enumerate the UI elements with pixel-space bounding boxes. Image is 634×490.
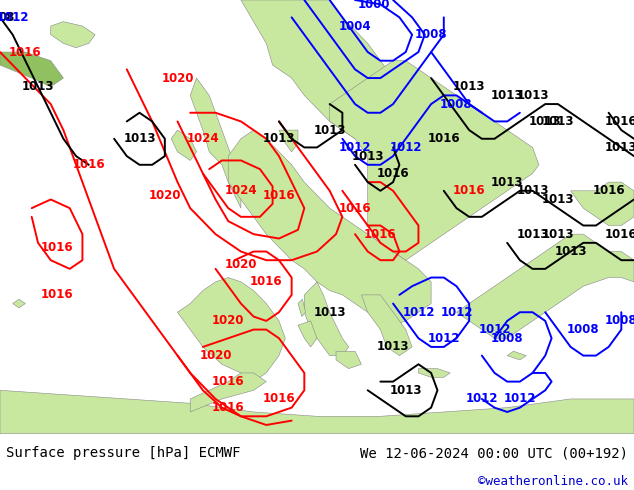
Text: 1016: 1016 <box>41 289 74 301</box>
Text: 1008: 1008 <box>567 323 600 336</box>
Polygon shape <box>279 130 298 152</box>
Text: 1016: 1016 <box>212 375 245 388</box>
Text: 1008: 1008 <box>415 28 448 41</box>
Text: 1013: 1013 <box>491 89 524 102</box>
Polygon shape <box>418 368 450 377</box>
Text: We 12-06-2024 00:00 UTC (00+192): We 12-06-2024 00:00 UTC (00+192) <box>359 446 628 461</box>
Text: 1016: 1016 <box>262 392 295 405</box>
Text: 1013: 1013 <box>554 245 587 258</box>
Polygon shape <box>241 0 393 139</box>
Polygon shape <box>456 234 634 338</box>
Text: 1013: 1013 <box>313 306 346 318</box>
Polygon shape <box>361 295 412 356</box>
Text: 1013: 1013 <box>529 115 562 128</box>
Polygon shape <box>228 130 431 325</box>
Text: 1008: 1008 <box>440 98 473 111</box>
Polygon shape <box>330 61 539 260</box>
Text: 1013: 1013 <box>541 193 574 206</box>
Text: 1013: 1013 <box>453 80 486 93</box>
Polygon shape <box>171 130 197 160</box>
Text: 1020: 1020 <box>199 349 232 362</box>
Polygon shape <box>190 373 266 412</box>
Text: 1016: 1016 <box>212 401 245 414</box>
Text: 1016: 1016 <box>339 202 372 215</box>
Polygon shape <box>190 78 241 208</box>
Polygon shape <box>178 277 285 382</box>
Text: 1013: 1013 <box>377 341 410 353</box>
Text: 1012: 1012 <box>465 392 498 405</box>
Text: 1008: 1008 <box>605 315 634 327</box>
Polygon shape <box>13 299 25 308</box>
Polygon shape <box>304 282 349 356</box>
Text: 1013: 1013 <box>516 184 549 197</box>
Text: 1016: 1016 <box>605 228 634 241</box>
Polygon shape <box>336 351 361 368</box>
Text: 1013: 1013 <box>605 141 634 154</box>
Text: 1013: 1013 <box>22 80 55 93</box>
Text: 1012: 1012 <box>427 332 460 345</box>
Text: 1016: 1016 <box>592 184 625 197</box>
Text: 1012: 1012 <box>440 306 473 318</box>
Text: 1013: 1013 <box>541 115 574 128</box>
Text: 1004: 1004 <box>339 20 372 32</box>
Polygon shape <box>571 182 634 225</box>
Polygon shape <box>298 321 317 347</box>
Text: 1016: 1016 <box>605 115 634 128</box>
Text: 1016: 1016 <box>41 241 74 254</box>
Text: 1012: 1012 <box>478 323 511 336</box>
Text: 1013: 1013 <box>389 384 422 397</box>
Text: 1013: 1013 <box>313 123 346 137</box>
Polygon shape <box>507 351 526 360</box>
Polygon shape <box>0 390 634 434</box>
Text: 1013: 1013 <box>491 175 524 189</box>
Text: 1012: 1012 <box>503 392 536 405</box>
Text: 1020: 1020 <box>161 72 194 85</box>
Polygon shape <box>51 22 95 48</box>
Text: 1012: 1012 <box>0 11 29 24</box>
Text: 1012: 1012 <box>339 141 372 154</box>
Text: 1020: 1020 <box>148 189 181 202</box>
Text: 1013: 1013 <box>541 228 574 241</box>
Text: 1016: 1016 <box>9 46 42 58</box>
Text: 1020: 1020 <box>212 315 245 327</box>
Text: 1016: 1016 <box>364 228 397 241</box>
Text: 1016: 1016 <box>427 132 460 145</box>
Text: Surface pressure [hPa] ECMWF: Surface pressure [hPa] ECMWF <box>6 446 241 461</box>
Polygon shape <box>0 52 63 87</box>
Text: 1016: 1016 <box>72 158 105 172</box>
Text: 1012: 1012 <box>389 141 422 154</box>
Text: 1016: 1016 <box>262 189 295 202</box>
Text: 1016: 1016 <box>453 184 486 197</box>
Text: 1020: 1020 <box>224 258 257 271</box>
Text: 08: 08 <box>0 11 15 24</box>
Text: 1013: 1013 <box>351 149 384 163</box>
Text: 1013: 1013 <box>516 228 549 241</box>
Text: 1013: 1013 <box>516 89 549 102</box>
Polygon shape <box>298 299 306 317</box>
Text: 1008: 1008 <box>491 332 524 345</box>
Text: ©weatheronline.co.uk: ©weatheronline.co.uk <box>477 475 628 488</box>
Text: 1016: 1016 <box>377 167 410 180</box>
Text: 1024: 1024 <box>224 184 257 197</box>
Text: 1013: 1013 <box>262 132 295 145</box>
Text: 1000: 1000 <box>358 0 391 11</box>
Text: 1016: 1016 <box>250 275 283 289</box>
Text: 1012: 1012 <box>402 306 435 318</box>
Text: 1024: 1024 <box>186 132 219 145</box>
Text: 1013: 1013 <box>123 132 156 145</box>
